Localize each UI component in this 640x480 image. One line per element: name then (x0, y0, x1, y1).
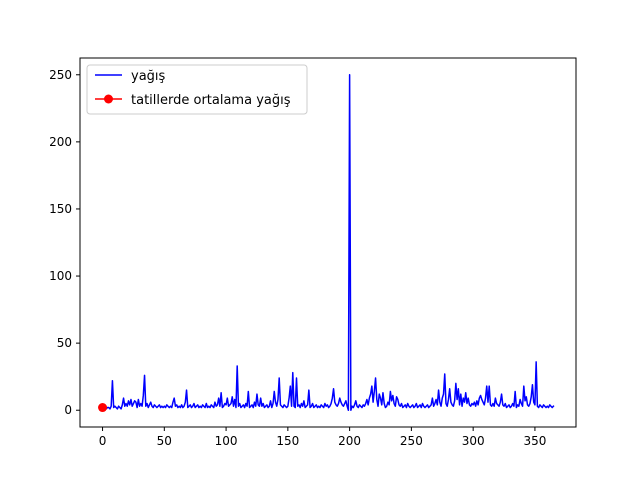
legend-label-precipitation: yağış (131, 69, 166, 84)
legend-marker-holiday-average (104, 94, 113, 104)
y-tick-label: 0 (64, 403, 72, 417)
y-tick-label: 50 (57, 336, 72, 350)
y-tick-label: 250 (49, 68, 72, 82)
y-tick-label: 100 (49, 269, 72, 283)
x-tick-label: 250 (400, 434, 423, 448)
x-tick-label: 150 (276, 434, 299, 448)
legend: yağış tatillerde ortalama yağış (86, 64, 308, 115)
series-marker-1-0 (98, 403, 108, 413)
x-axis: 0 50 100 150 200 250 300 350 (99, 427, 546, 448)
legend-label-holiday-average: tatillerde ortalama yağış (131, 93, 291, 108)
series-line-0 (102, 74, 555, 411)
plot-frame (79, 57, 577, 428)
legend-box (86, 64, 308, 115)
x-tick-label: 50 (157, 434, 172, 448)
x-tick-label: 350 (523, 434, 546, 448)
y-tick-label: 200 (49, 135, 72, 149)
series-layer (98, 74, 555, 413)
x-tick-label: 0 (99, 434, 107, 448)
y-tick-label: 150 (49, 202, 72, 216)
y-axis: 0 50 100 150 200 250 (49, 68, 80, 417)
x-tick-label: 200 (338, 434, 361, 448)
x-tick-label: 100 (215, 434, 238, 448)
x-tick-label: 300 (462, 434, 485, 448)
